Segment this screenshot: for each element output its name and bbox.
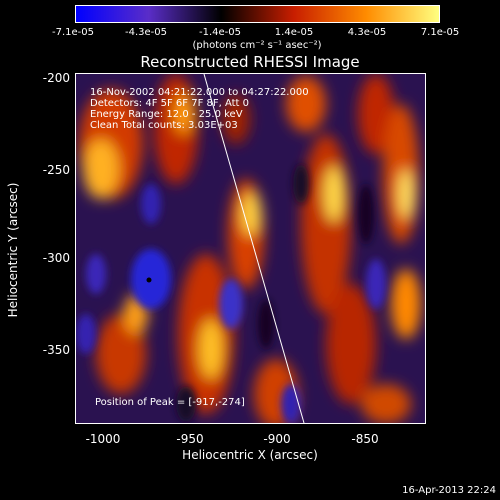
info-line: Detectors: 4F 5F 6F 7F 8F, Att 0 [90, 98, 250, 109]
y-tick-label: -250 [42, 163, 70, 177]
x-tick-label: -850 [351, 432, 379, 446]
colorbar-tick: -7.1e-05 [52, 27, 94, 38]
footer-date: 16-Apr-2013 22:24 [402, 485, 496, 496]
y-axis-label: Heliocentric Y (arcsec) [6, 182, 20, 318]
peak-position-label: Position of Peak = [-917,-274] [95, 397, 245, 408]
colorbar-units: (photons cm⁻² s⁻¹ asec⁻²) [192, 40, 322, 51]
colorbar-tick: 4.3e-05 [347, 27, 387, 38]
colorbar [75, 5, 440, 23]
colorbar-tick: -4.3e-05 [125, 27, 167, 38]
y-tick-label: -350 [42, 343, 70, 357]
colorbar-tick: 1.4e-05 [274, 27, 314, 38]
image-plot [75, 73, 426, 424]
rhessi-image [76, 74, 425, 423]
colorbar-tick: -1.4e-05 [199, 27, 241, 38]
y-tick-label: -300 [42, 251, 70, 265]
colorbar-tick: 7.1e-05 [420, 27, 460, 38]
x-axis-label: Heliocentric X (arcsec) [182, 448, 318, 462]
x-tick-label: -950 [176, 432, 204, 446]
info-line: Clean Total counts: 3.03E+03 [90, 120, 238, 131]
y-tick-label: -200 [42, 71, 70, 85]
x-tick-label: -1000 [85, 432, 121, 446]
plot-title: Reconstructed RHESSI Image [140, 53, 360, 71]
info-line: Energy Range: 12.0 - 25.0 keV [90, 109, 243, 120]
info-line: 16-Nov-2002 04:21:22.000 to 04:27:22.000 [90, 87, 309, 98]
x-tick-label: -900 [263, 432, 291, 446]
